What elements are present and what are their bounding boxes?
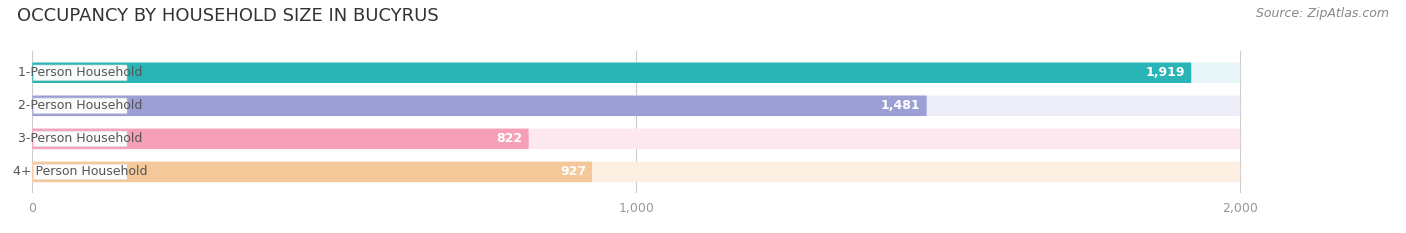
- FancyBboxPatch shape: [32, 96, 1240, 116]
- Text: 2-Person Household: 2-Person Household: [18, 99, 142, 112]
- FancyBboxPatch shape: [34, 131, 127, 147]
- FancyBboxPatch shape: [32, 62, 1191, 83]
- FancyBboxPatch shape: [34, 65, 127, 80]
- FancyBboxPatch shape: [32, 96, 927, 116]
- Text: 1,481: 1,481: [882, 99, 921, 112]
- Text: 822: 822: [496, 132, 523, 145]
- FancyBboxPatch shape: [32, 62, 1240, 83]
- Text: 4+ Person Household: 4+ Person Household: [13, 165, 148, 178]
- FancyBboxPatch shape: [34, 164, 127, 180]
- FancyBboxPatch shape: [32, 162, 1240, 182]
- FancyBboxPatch shape: [34, 98, 127, 113]
- Text: 3-Person Household: 3-Person Household: [18, 132, 142, 145]
- Text: 1,919: 1,919: [1146, 66, 1185, 79]
- FancyBboxPatch shape: [32, 162, 592, 182]
- FancyBboxPatch shape: [32, 129, 1240, 149]
- Text: 927: 927: [560, 165, 586, 178]
- Text: OCCUPANCY BY HOUSEHOLD SIZE IN BUCYRUS: OCCUPANCY BY HOUSEHOLD SIZE IN BUCYRUS: [17, 7, 439, 25]
- FancyBboxPatch shape: [32, 129, 529, 149]
- Text: Source: ZipAtlas.com: Source: ZipAtlas.com: [1256, 7, 1389, 20]
- Text: 1-Person Household: 1-Person Household: [18, 66, 142, 79]
